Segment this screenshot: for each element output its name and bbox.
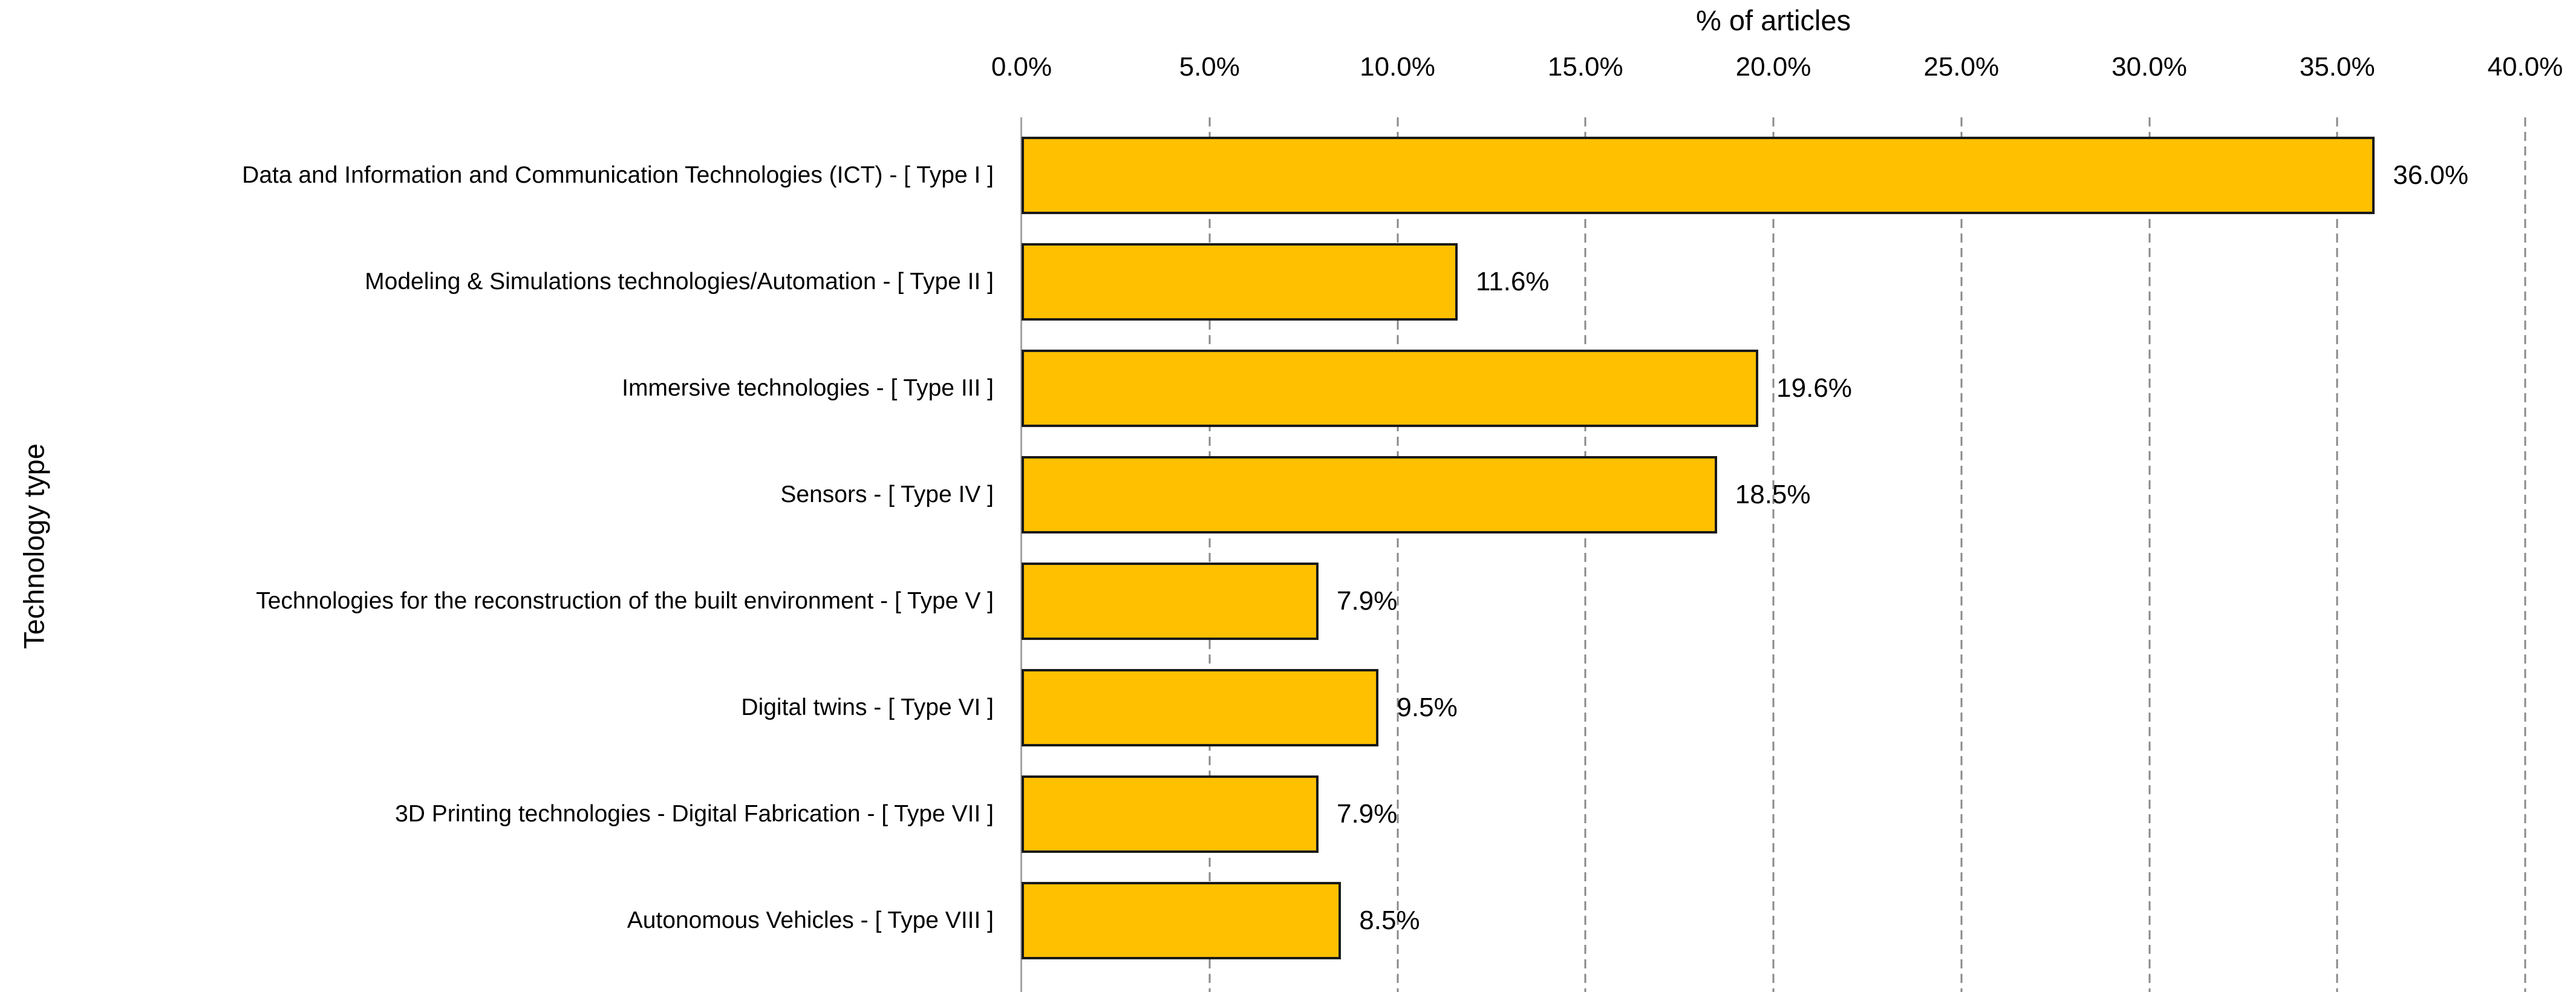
plot-area: 36.0% 11.6% 19.6% 18.5% 7.9% 9.5% 7.9% 8.5%: [1020, 117, 2526, 992]
x-tick-label: 40.0%: [2487, 52, 2563, 82]
bar-value-label: 9.5%: [1397, 693, 1458, 722]
gridline: [1397, 117, 1398, 992]
category-axis-line: [1020, 117, 1022, 992]
category-label: Technologies for the reconstruction of t…: [256, 587, 994, 614]
bar-value-label: 19.6%: [1776, 373, 1852, 403]
x-axis-tick-labels: 0.0% 5.0% 10.0% 15.0% 20.0% 25.0% 30.0% 35.0% 40…: [991, 52, 2563, 98]
bar-row: 18.5%: [1022, 442, 2525, 548]
category-label: Immersive technologies - [ Type III ]: [622, 374, 994, 401]
bar-value-label: 7.9%: [1336, 586, 1398, 616]
bar: [1022, 243, 1458, 321]
bar: [1022, 350, 1759, 427]
category-label: 3D Printing technologies - Digital Fabri…: [395, 800, 994, 827]
bar: [1022, 137, 2375, 214]
bar-row: 8.5%: [1022, 867, 2525, 974]
bar: [1022, 882, 1342, 959]
category-label: Digital twins - [ Type VI ]: [741, 694, 994, 720]
bar-value-label: 7.9%: [1336, 799, 1398, 829]
bar-row: 9.5%: [1022, 654, 2525, 761]
gridline: [1208, 117, 1211, 992]
value-axis-title: % of articles: [1696, 4, 1851, 36]
category-labels: Data and Information and Communication T…: [0, 122, 994, 974]
x-tick-label: 5.0%: [1179, 52, 1240, 82]
gridline: [2336, 117, 2338, 992]
bar-row: 7.9%: [1022, 761, 2525, 867]
bar: [1022, 669, 1379, 746]
bar-row: 7.9%: [1022, 548, 2525, 654]
bars-layer: 36.0% 11.6% 19.6% 18.5% 7.9% 9.5% 7.9% 8.5%: [1022, 122, 2525, 974]
gridline: [1584, 117, 1586, 992]
gridline: [1960, 117, 1963, 992]
bar-row: 36.0%: [1022, 122, 2525, 229]
bar-row: 11.6%: [1022, 229, 2525, 335]
bar: [1022, 775, 1319, 853]
bar: [1022, 456, 1717, 534]
x-tick-label: 15.0%: [1547, 52, 1623, 82]
x-tick-label: 25.0%: [1923, 52, 2000, 82]
category-label: Data and Information and Communication T…: [242, 162, 994, 188]
x-tick-label: 30.0%: [2111, 52, 2187, 82]
gridline: [2148, 117, 2150, 992]
x-tick-label: 0.0%: [991, 52, 1052, 82]
x-tick-label: 20.0%: [1735, 52, 1811, 82]
gridline: [1772, 117, 1775, 992]
bar-row: 19.6%: [1022, 335, 2525, 442]
category-label: Autonomous Vehicles - [ Type VIII ]: [627, 907, 994, 933]
category-label: Sensors - [ Type IV ]: [780, 481, 994, 507]
bar: [1022, 563, 1319, 640]
gridline: [2524, 117, 2526, 992]
bar-value-label: 18.5%: [1735, 480, 1811, 509]
x-tick-label: 35.0%: [2299, 52, 2375, 82]
bar-value-label: 11.6%: [1475, 267, 1550, 296]
category-label: Modeling & Simulations technologies/Auto…: [365, 268, 994, 295]
bar-value-label: 36.0%: [2393, 160, 2469, 190]
x-tick-label: 10.0%: [1360, 52, 1435, 82]
bar-value-label: 8.5%: [1359, 906, 1420, 935]
